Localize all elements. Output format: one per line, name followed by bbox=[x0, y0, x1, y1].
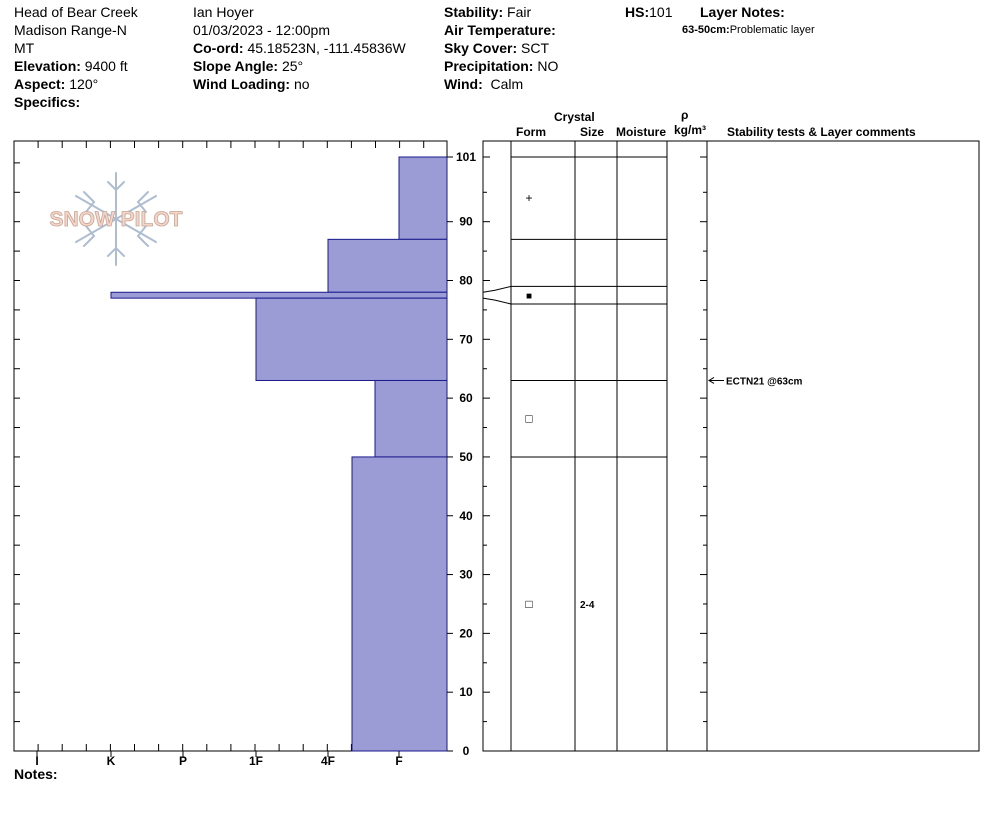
height-label: 20 bbox=[459, 626, 473, 640]
snowflake-icon bbox=[75, 172, 157, 266]
stability-value: Fair bbox=[507, 4, 532, 20]
coord-label: Co-ord: bbox=[193, 40, 244, 56]
height-label: 60 bbox=[459, 391, 473, 405]
crystal-form-symbol: ■ bbox=[526, 291, 532, 302]
hardness-bar bbox=[255, 297, 448, 381]
height-label: 50 bbox=[459, 450, 473, 464]
hardness-bar bbox=[351, 456, 448, 752]
notes-label: Notes: bbox=[14, 766, 58, 782]
wind-label: Wind: bbox=[444, 76, 483, 92]
density-symbol: ρ bbox=[681, 108, 689, 122]
crystal-header: Crystal bbox=[554, 110, 595, 124]
stability: Stability: Fair bbox=[444, 4, 531, 21]
size-header: Size bbox=[580, 125, 605, 139]
stability-test-arrowhead bbox=[708, 377, 715, 384]
density-unit: kg/m³ bbox=[674, 123, 707, 137]
elevation-label: Elevation: bbox=[14, 58, 81, 74]
hardness-label: I bbox=[35, 754, 38, 768]
height-label: 10 bbox=[459, 685, 473, 699]
height-label: 90 bbox=[459, 215, 473, 229]
height-label: 70 bbox=[459, 332, 473, 346]
layer-connector-line bbox=[482, 297, 512, 305]
stability-test-label: ECTN21 @63cm bbox=[726, 376, 803, 387]
hardness-label: F bbox=[395, 754, 402, 768]
comments-header: Stability tests & Layer comments bbox=[727, 125, 916, 139]
state: MT bbox=[14, 40, 35, 56]
snow-height: HS:101 bbox=[625, 4, 672, 21]
layer-connector-line bbox=[482, 285, 512, 293]
wind-value: Calm bbox=[490, 76, 524, 92]
height-label: 30 bbox=[459, 568, 473, 582]
crystal-form-symbol: □ bbox=[525, 597, 532, 611]
hs-label: HS: bbox=[625, 4, 650, 20]
wind-loading-value: no bbox=[293, 76, 310, 92]
observer: Ian Hoyer bbox=[193, 4, 254, 20]
height-label: 101 bbox=[456, 150, 476, 164]
datetime: 01/03/2023 - 12:00pm bbox=[193, 22, 330, 38]
hardness-label: P bbox=[179, 754, 187, 768]
hardness-label: K bbox=[107, 754, 116, 768]
specifics-label: Specifics: bbox=[14, 94, 81, 110]
aspect: Aspect: 120° bbox=[14, 76, 98, 93]
slope-label: Slope Angle: bbox=[193, 58, 279, 74]
sky-cover: Sky Cover: SCT bbox=[444, 40, 549, 57]
layer-table-frame bbox=[482, 140, 980, 752]
height-label: 80 bbox=[459, 274, 473, 288]
elevation-value: 9400 ft bbox=[84, 58, 128, 74]
wind-loading: Wind Loading: no bbox=[193, 76, 310, 93]
precipitation: Precipitation: NO bbox=[444, 58, 558, 75]
aspect-label: Aspect: bbox=[14, 76, 66, 92]
height-label: 40 bbox=[459, 509, 473, 523]
mountain-range: Madison Range-N bbox=[14, 22, 127, 38]
layer-note-range: 63-50cm: bbox=[682, 24, 730, 36]
logo-text: SNOW PILOT bbox=[50, 208, 183, 231]
height-label: 0 bbox=[463, 744, 470, 758]
hardness-label: 4F bbox=[321, 754, 335, 768]
coord-value: 45.18523N, -111.45836W bbox=[247, 40, 406, 56]
hardness-label: 1F bbox=[249, 754, 263, 768]
layer-notes-label: Layer Notes: bbox=[700, 4, 785, 20]
slope-angle: Slope Angle: 25° bbox=[193, 58, 303, 75]
sky-value: SCT bbox=[521, 40, 550, 56]
crystal-form-symbol: □ bbox=[525, 412, 532, 426]
coordinates: Co-ord: 45.18523N, -111.45836W bbox=[193, 40, 406, 57]
crystal-form-symbol: + bbox=[525, 191, 532, 205]
layer-note: 63-50cm:Problematic layer bbox=[682, 24, 815, 37]
hardness-bar bbox=[398, 156, 448, 240]
hardness-bar bbox=[110, 291, 448, 299]
moisture-header: Moisture bbox=[616, 125, 667, 139]
hs-value: 101 bbox=[649, 4, 673, 20]
precip-value: NO bbox=[537, 58, 559, 74]
wind: Wind: Calm bbox=[444, 76, 523, 93]
hardness-bar bbox=[327, 238, 448, 293]
hardness-bar bbox=[374, 379, 448, 458]
elevation: Elevation: 9400 ft bbox=[14, 58, 128, 75]
aspect-value: 120° bbox=[69, 76, 99, 92]
air-temperature-label: Air Temperature: bbox=[444, 22, 556, 38]
crystal-size: 2-4 bbox=[580, 600, 595, 611]
wind-loading-label: Wind Loading: bbox=[193, 76, 291, 92]
layer-note-text: Problematic layer bbox=[729, 24, 815, 36]
location: Head of Bear Creek bbox=[14, 4, 138, 20]
form-header: Form bbox=[516, 125, 546, 139]
sky-label: Sky Cover: bbox=[444, 40, 518, 56]
precip-label: Precipitation: bbox=[444, 58, 534, 74]
slope-value: 25° bbox=[281, 58, 304, 74]
stability-label: Stability: bbox=[444, 4, 504, 20]
